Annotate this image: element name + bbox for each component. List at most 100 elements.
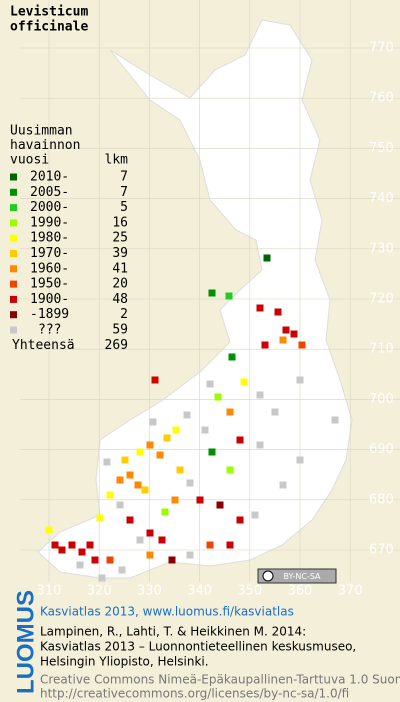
occurrence-dot [240, 378, 248, 386]
occurrence-dot [121, 456, 129, 464]
occurrence-dot [226, 408, 234, 416]
license-line: Creative Commons Nimeä-Epäkaupallinen-Ta… [40, 673, 400, 687]
occurrence-dot [225, 292, 233, 300]
occurrence-dot [172, 426, 180, 434]
grid-label: 340 [187, 584, 212, 599]
occurrence-dot [146, 441, 154, 449]
occurrence-dot [136, 448, 144, 456]
legend-heading: Uusimman [10, 124, 73, 139]
occurrence-dot [116, 476, 124, 484]
occurrence-dot [168, 556, 176, 564]
citation-line: Kasviatlas 2013 – Luonnontieteellinen ke… [40, 640, 356, 654]
occurrence-dot [208, 289, 216, 297]
legend-count: 5 [120, 200, 128, 215]
occurrence-dot [141, 486, 149, 494]
grid-label: 310 [37, 584, 62, 599]
grid-label: 710 [369, 342, 394, 357]
occurrence-dot [271, 408, 279, 416]
legend-label: 2010- [30, 170, 69, 185]
legend-count: 25 [112, 231, 128, 246]
occurrence-dot [106, 491, 114, 499]
occurrence-dot [216, 501, 224, 509]
finland-outline [37, 19, 353, 579]
occurrence-dot [149, 418, 157, 426]
occurrence-dot [236, 436, 244, 444]
title-line: Levisticum [10, 5, 88, 20]
occurrence-dot [126, 516, 134, 524]
logo: LUOMUS [12, 590, 39, 694]
occurrence-dot [158, 536, 166, 544]
occurrence-dot [86, 541, 94, 549]
occurrence-dot [263, 254, 271, 262]
legend-count: 59 [112, 323, 128, 338]
occurrence-dot [256, 441, 264, 449]
occurrence-dot [296, 376, 304, 384]
occurrence-dot [206, 380, 214, 388]
occurrence-dot [279, 481, 287, 489]
occurrence-dot [91, 556, 99, 564]
occurrence-dot [156, 451, 164, 459]
citation-line: Lampinen, R., Lahti, T. & Heikkinen M. 2… [40, 625, 306, 639]
grid-label: 700 [369, 392, 394, 407]
legend-count: 39 [112, 246, 128, 261]
grid-label: 740 [369, 191, 394, 206]
legend-swatch [10, 234, 17, 242]
grid-label: 330 [137, 584, 162, 599]
legend-heading: vuosi [10, 153, 49, 168]
legend-total: 269 [105, 338, 128, 353]
legend-label: ??? [38, 323, 61, 338]
legend-swatch [10, 250, 17, 257]
legend-label: 2005- [30, 185, 69, 200]
occurrence-dot [146, 529, 154, 537]
legend-count-heading: lkm [105, 153, 129, 168]
legend-swatch [10, 265, 17, 273]
occurrence-dot [251, 511, 259, 519]
occurrence-dot [98, 574, 106, 582]
map [20, 0, 400, 582]
occurrence-dot [201, 426, 209, 434]
grid-label: 760 [369, 91, 394, 106]
legend-swatch [10, 219, 17, 227]
legend-swatch [10, 326, 17, 334]
occurrence-dot [45, 526, 53, 534]
occurrence-dot [186, 479, 194, 487]
occurrence-dot [298, 341, 306, 349]
occurrence-dot [256, 304, 264, 312]
occurrence-dot [296, 456, 304, 464]
legend-label: 1990- [30, 215, 69, 230]
occurrence-dot [171, 496, 179, 504]
occurrence-dot [206, 541, 214, 549]
cc-icon [262, 570, 274, 582]
occurrence-dot [196, 496, 204, 504]
occurrence-dot [261, 341, 269, 349]
title-line: officinale [10, 20, 88, 35]
occurrence-dot [282, 326, 290, 334]
license-line: http://creativecommons.org/licenses/by-n… [40, 687, 349, 701]
grid-label: 370 [338, 584, 363, 599]
legend-count: 48 [112, 292, 128, 307]
legend-count: 20 [112, 277, 128, 292]
occurrence-dot [256, 391, 264, 399]
grid-label: 670 [369, 543, 394, 558]
legend-swatch [10, 188, 17, 196]
occurrence-dot [228, 353, 236, 361]
occurrence-dot [151, 376, 159, 384]
legend-label: 1950- [30, 277, 69, 292]
occurrence-dot [226, 466, 234, 474]
occurrence-dot [51, 541, 59, 549]
occurrence-dot [274, 308, 282, 316]
grid-label: 360 [288, 584, 313, 599]
occurrence-dot [176, 466, 184, 474]
occurrence-dot [116, 501, 124, 509]
occurrence-dot [161, 508, 169, 516]
legend-label: -1899 [30, 307, 69, 322]
legend-count: 16 [112, 215, 128, 230]
legend-label: 2000- [30, 200, 69, 215]
grid-label: 680 [369, 492, 394, 507]
occurrence-dot [126, 471, 134, 479]
occurrence-dot [146, 551, 154, 559]
legend-label: 1960- [30, 261, 69, 276]
legend-count: 7 [120, 185, 128, 200]
